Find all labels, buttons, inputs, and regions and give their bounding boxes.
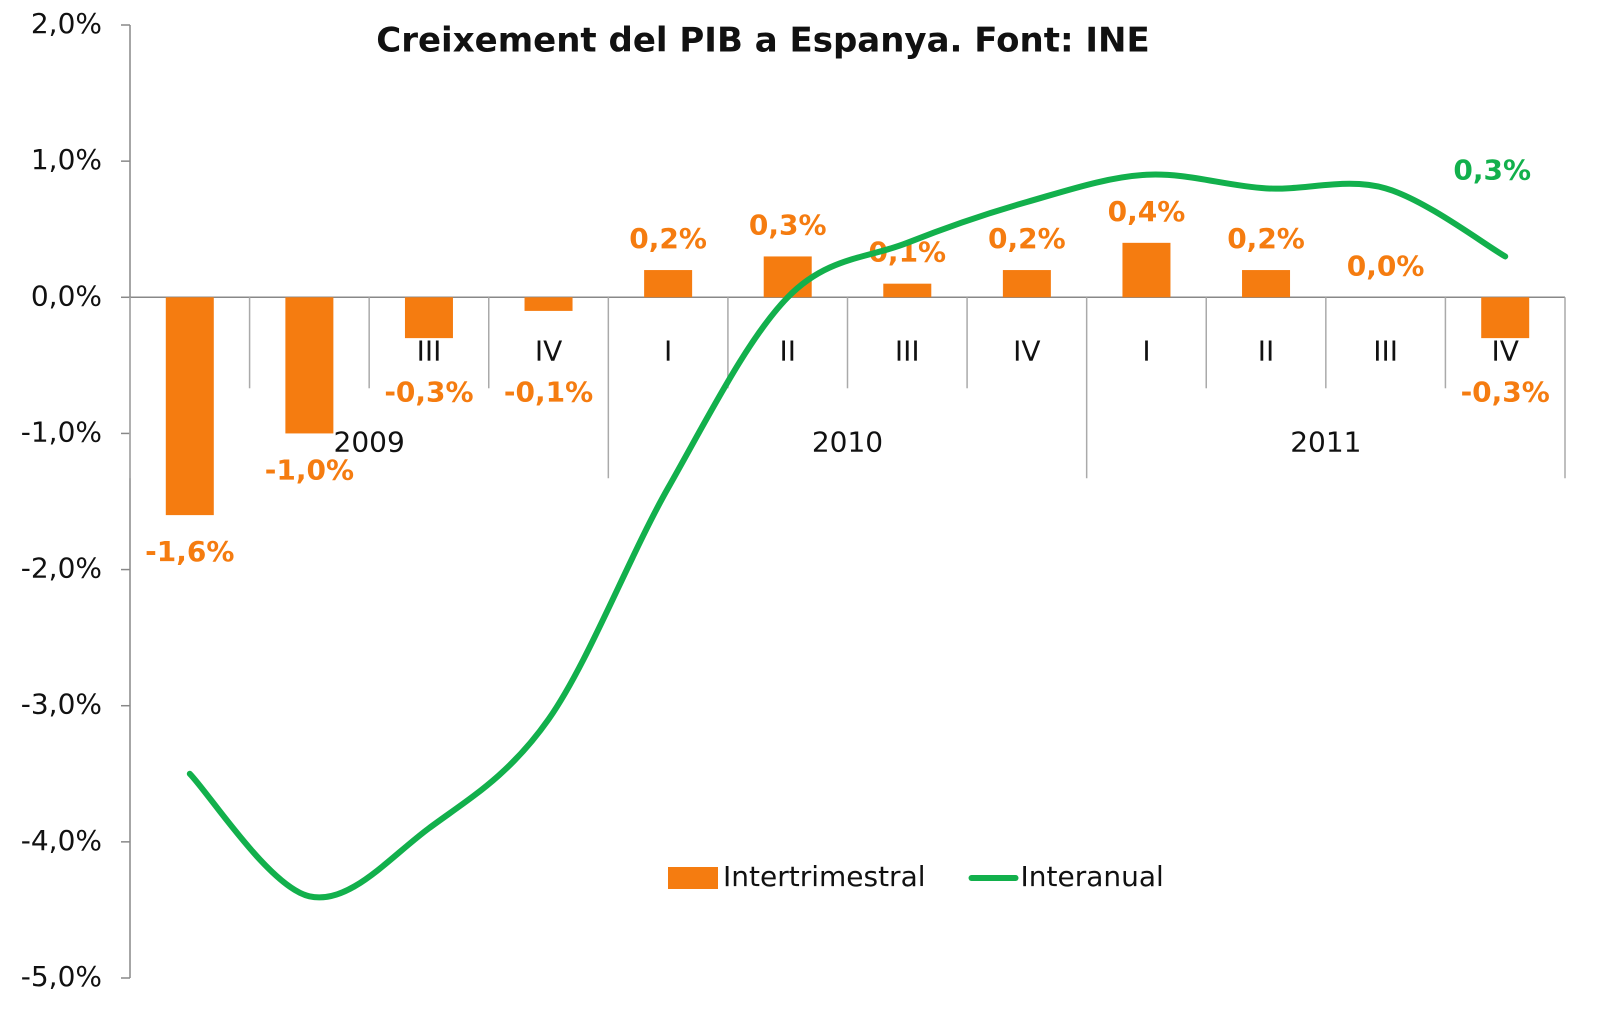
bar <box>883 283 932 298</box>
data-label: 0,3% <box>1453 153 1531 186</box>
x-tick-label: I <box>1142 334 1150 367</box>
data-label: -0,1% <box>504 375 593 408</box>
data-label: 0,2% <box>629 222 707 255</box>
group-label: 2010 <box>812 425 883 458</box>
bar <box>1122 242 1171 298</box>
x-tick-label: IV <box>1491 334 1518 367</box>
data-label: -0,3% <box>384 375 473 408</box>
legend-label: Interanual <box>1021 860 1164 893</box>
legend-swatch <box>668 867 718 889</box>
bar <box>1002 270 1051 298</box>
bar <box>644 270 693 298</box>
data-label: 0,4% <box>1108 195 1186 228</box>
x-tick-label: III <box>895 334 920 367</box>
y-tick-label: 2,0% <box>31 7 102 40</box>
y-tick-label: -5,0% <box>21 960 102 993</box>
x-tick-label: III <box>1373 334 1398 367</box>
bar <box>763 256 812 298</box>
bar <box>165 297 214 516</box>
bar <box>285 297 334 434</box>
data-label: 0,2% <box>988 222 1066 255</box>
y-tick-label: -1,0% <box>21 415 102 448</box>
y-tick-label: 1,0% <box>31 143 102 176</box>
bar <box>524 297 573 311</box>
bar <box>1242 270 1291 298</box>
group-label: 2011 <box>1290 425 1361 458</box>
x-tick-label: IV <box>535 334 562 367</box>
x-tick-label: III <box>417 334 442 367</box>
y-tick-label: -4,0% <box>21 824 102 857</box>
y-tick-label: -3,0% <box>21 688 102 721</box>
data-label: 0,2% <box>1227 222 1305 255</box>
x-tick-label: II <box>1258 334 1275 367</box>
y-tick-label: -2,0% <box>21 552 102 585</box>
y-tick-label: 0,0% <box>31 279 102 312</box>
bar <box>1481 297 1530 339</box>
group-label: 2009 <box>334 425 405 458</box>
x-tick-label: I <box>664 334 672 367</box>
data-label: -1,0% <box>265 453 354 486</box>
data-label: 0,0% <box>1347 249 1425 282</box>
data-label: -0,3% <box>1461 375 1550 408</box>
bar <box>404 297 453 339</box>
x-tick-label: IV <box>1013 334 1040 367</box>
x-tick-label: II <box>779 334 796 367</box>
legend-label: Intertrimestral <box>723 860 926 893</box>
chart-title: Creixement del PIB a Espanya. Font: INE <box>376 21 1149 61</box>
line <box>186 171 1509 901</box>
data-label: -1,6% <box>145 535 234 568</box>
data-label: 0,3% <box>749 208 827 241</box>
